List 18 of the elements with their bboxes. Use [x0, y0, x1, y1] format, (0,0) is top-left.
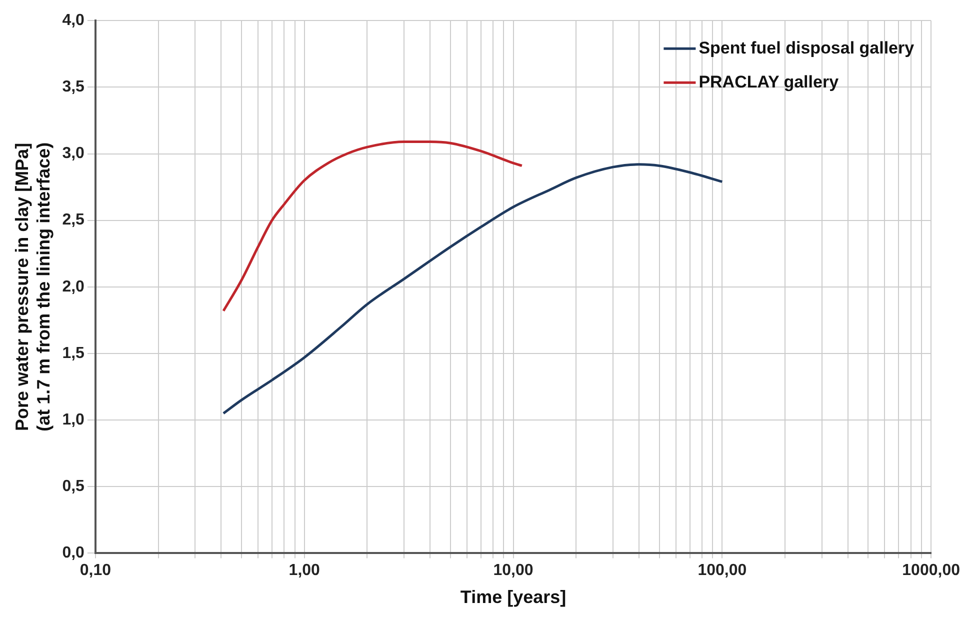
y-tick-label: 0,0 [62, 544, 85, 562]
y-tick-label: 0,5 [62, 478, 85, 496]
y-tick-label: 1,0 [62, 411, 85, 428]
y-tick-label: 4,0 [62, 12, 85, 30]
legend-label: PRACLAY gallery [698, 72, 840, 92]
x-axis-title: Time [years] [460, 587, 566, 608]
x-tick-label: 1,00 [288, 562, 320, 580]
y-tick-label: 1,5 [62, 344, 85, 362]
x-tick-label: 10,00 [493, 562, 534, 580]
y-tick-label: 3,0 [62, 145, 85, 162]
y-tick-label: 2,5 [62, 212, 85, 229]
x-tick-label: 1000,00 [902, 562, 960, 580]
y-axis-title: Pore water pressure in clay [MPa] (at 1.7 m from the lining interface) [12, 142, 54, 432]
y-tick-label: 2,0 [62, 278, 85, 296]
legend-label: Spent fuel disposal gallery [698, 38, 915, 58]
x-tick-label: 0,10 [80, 562, 112, 580]
y-tick-label: 3,5 [62, 78, 85, 96]
x-tick-label: 100,00 [698, 562, 747, 580]
